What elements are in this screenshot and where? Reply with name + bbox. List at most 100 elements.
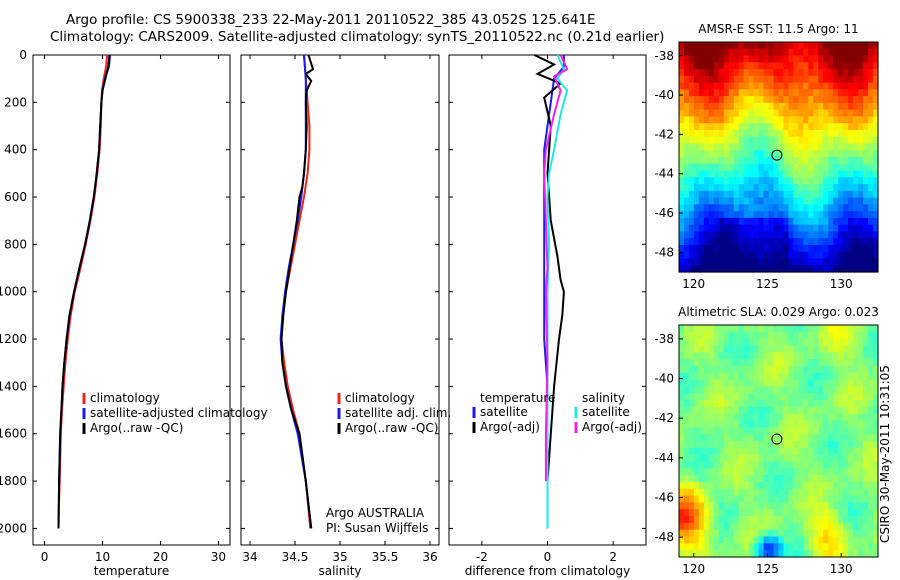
sst-map-cell — [783, 123, 790, 131]
sla-map-cell — [723, 495, 730, 504]
sst-map-cell — [853, 82, 859, 90]
sla-map-cell — [863, 475, 869, 483]
sla-map-cell — [843, 434, 849, 442]
sst-map-cell — [863, 129, 869, 138]
sst-map-cell — [828, 82, 834, 90]
sla-map-cell — [788, 406, 795, 415]
sst-map-cell — [683, 82, 690, 90]
sst-map-cell — [743, 231, 750, 239]
sla-map-cell — [868, 365, 874, 374]
sla-map-cell — [773, 365, 780, 374]
sst-map-cell — [683, 116, 690, 124]
sla-map-cell — [679, 331, 685, 340]
sla-map-cell — [778, 509, 785, 517]
sst-map-cell — [768, 42, 775, 50]
sst-map-cell — [703, 116, 710, 124]
sla-map-cell — [833, 468, 839, 476]
sla-map-cell — [773, 522, 780, 531]
sla-map-cell — [798, 379, 804, 388]
sst-map-cell — [808, 163, 814, 172]
sst-map-cell — [788, 184, 795, 192]
sst-map-cell — [828, 136, 834, 145]
sst-map-cell — [708, 123, 715, 131]
sst-map-cell — [738, 89, 745, 97]
sla-map-cell — [858, 441, 864, 449]
sst-map-cell — [843, 62, 849, 70]
sst-map-cell — [679, 238, 685, 246]
sla-map-cell — [853, 495, 859, 504]
sst-map-cell — [818, 184, 824, 192]
sla-map-cell — [793, 325, 799, 333]
sla-map-cell — [793, 386, 799, 394]
sla-map-cell — [868, 522, 874, 531]
sst-map-cell — [813, 48, 819, 57]
sla-map-cell — [833, 406, 839, 415]
sst-map-cell — [863, 211, 869, 219]
sst-map-cell — [768, 89, 775, 97]
sla-map-cell — [728, 447, 735, 456]
sst-map-cell — [733, 197, 740, 205]
sst-map-cell — [773, 96, 780, 104]
sst-map-cell — [833, 177, 839, 185]
sla-map-cell — [708, 365, 715, 374]
sla-map-cell — [773, 325, 780, 333]
sst-map-cell — [828, 69, 834, 77]
sla-map-cell — [683, 372, 690, 381]
sla-map-cell — [838, 475, 844, 483]
sst-map-cell — [793, 75, 799, 84]
sst-map-cell — [798, 42, 804, 50]
sst-map-cell — [753, 184, 760, 192]
sst-map-cell — [679, 136, 685, 145]
sst-map-cell — [693, 197, 700, 205]
sst-map-cell — [798, 184, 804, 192]
sla-map-cell — [783, 345, 790, 353]
sla-map-cell — [708, 509, 715, 517]
sst-map-cell — [793, 150, 799, 158]
sst-map-cell — [808, 157, 814, 165]
sst-map-cell — [868, 238, 874, 246]
sla-map-cell — [873, 550, 879, 558]
sla-map-cell — [853, 420, 859, 428]
sst-map-cell — [828, 217, 834, 226]
sla-map-cell — [838, 516, 844, 524]
sst-map-cell — [693, 184, 700, 192]
sst-map-cell — [788, 211, 795, 219]
temperature-profile-series-black — [57, 54, 111, 529]
sla-map-cell — [688, 338, 695, 347]
sla-map-cell — [858, 468, 864, 476]
sst-map-cell — [798, 177, 804, 185]
sst-map-cell — [728, 190, 735, 199]
sla-map-cell — [728, 420, 735, 428]
sst-map-cell — [728, 231, 735, 239]
sla-map-cell — [743, 352, 750, 360]
sla-map-cell — [823, 413, 829, 422]
sst-map-cell — [748, 157, 755, 165]
sst-map-cell — [858, 190, 864, 199]
sla-map-cell — [683, 359, 690, 367]
sst-map-cell — [758, 217, 765, 226]
sla-map-cell — [768, 502, 775, 510]
sst-map-cell — [768, 75, 775, 84]
sst-map-cell — [838, 96, 844, 104]
sla-map-cell — [828, 488, 834, 497]
sla-map-cell — [823, 550, 829, 558]
sst-map-cell — [758, 177, 765, 185]
sst-map-cell — [718, 204, 725, 212]
sst-map-argo-marker — [771, 149, 783, 161]
sla-map-cell — [708, 338, 715, 347]
sst-map-cell — [683, 129, 690, 138]
sst-map-cell — [848, 231, 854, 239]
sst-map-cell — [743, 48, 750, 57]
sst-map-cell — [838, 69, 844, 77]
sla-map-cell — [688, 529, 695, 538]
sla-map-cell — [823, 338, 829, 347]
sla-map-cell — [833, 550, 839, 558]
sla-map-ytick-label: -48 — [654, 530, 674, 544]
sla-map-cell — [818, 475, 824, 483]
sla-map-cell — [713, 536, 720, 544]
sst-map-cell — [778, 258, 785, 266]
sst-map-cell — [828, 96, 834, 104]
sst-map-cell — [738, 48, 745, 57]
sst-map-cell — [708, 190, 715, 199]
sst-map-cell — [778, 109, 785, 118]
